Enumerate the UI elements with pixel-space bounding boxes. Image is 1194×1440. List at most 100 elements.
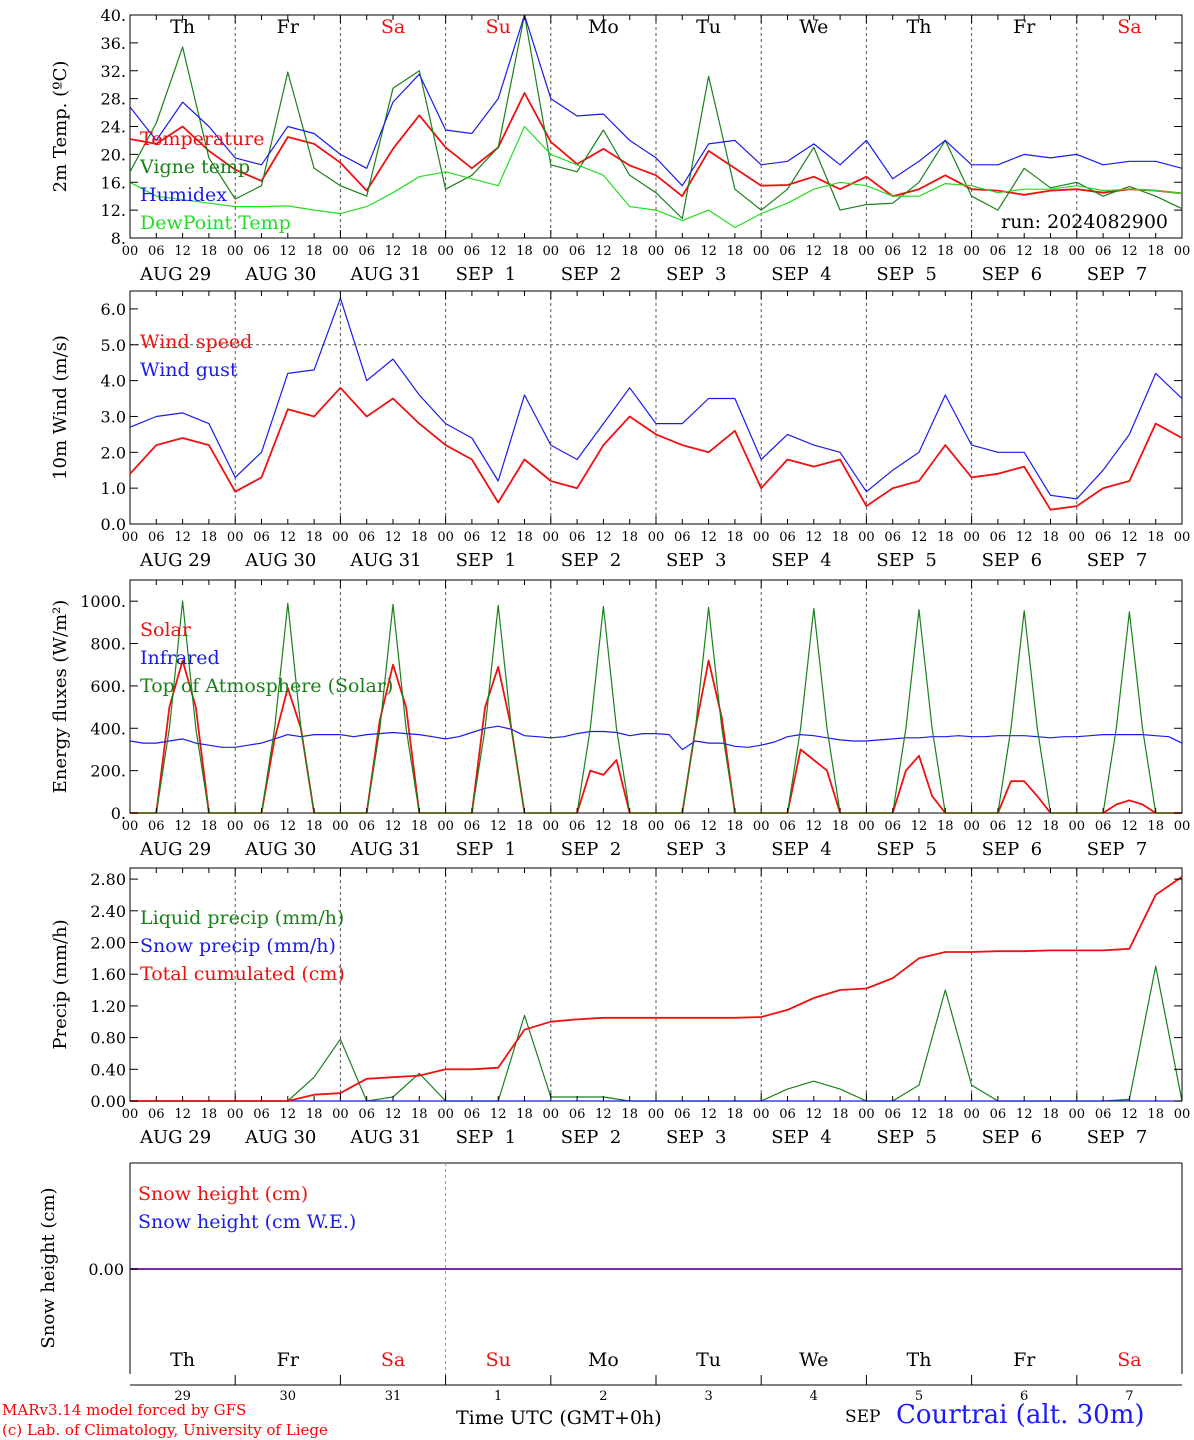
energy-legend-entry: Top of Atmosphere (Solar) <box>140 675 393 697</box>
temp-weekday-label: Su <box>486 16 511 38</box>
precip-y-tick-label: 1.20 <box>90 997 126 1016</box>
wind-date-label: SEP 2 <box>561 550 621 571</box>
energy-x-tick-label: 06 <box>990 819 1007 834</box>
wind-x-tick-label: 00 <box>1069 530 1086 545</box>
wind-x-tick-label: 06 <box>464 530 481 545</box>
temp-weekday-label: Mo <box>588 16 619 38</box>
precip-x-tick-label: 12 <box>700 1107 717 1122</box>
temp-y-axis-label: 2m Temp. (ºC) <box>50 61 71 193</box>
wind-x-tick-label: 12 <box>280 530 297 545</box>
wind-x-tick-label: 06 <box>569 530 586 545</box>
precip-x-tick-label: 00 <box>332 1107 349 1122</box>
snow-day-number: 30 <box>280 1389 297 1404</box>
energy-y-tick-label: 800. <box>90 635 126 654</box>
precip-x-tick-label: 06 <box>358 1107 375 1122</box>
precip-y-axis-label: Precip (mm/h) <box>50 919 71 1049</box>
precip-y-tick-label: 0.80 <box>90 1029 126 1048</box>
temp-legend-entry: Temperature <box>140 128 264 150</box>
wind-x-tick-label: 12 <box>911 530 928 545</box>
wind-x-tick-label: 12 <box>490 530 507 545</box>
precip-x-tick-label: 06 <box>569 1107 586 1122</box>
precip-y-tick-label: 0.40 <box>90 1060 126 1079</box>
temp-x-tick-label: 06 <box>884 244 901 259</box>
energy-x-tick-label: 12 <box>490 819 507 834</box>
temp-x-tick-label: 00 <box>1174 244 1191 259</box>
energy-x-tick-label: 00 <box>648 819 665 834</box>
snow-weekday-label: Fr <box>277 1349 300 1371</box>
precip-x-tick-label: 00 <box>1174 1107 1191 1122</box>
energy-date-label: SEP 1 <box>456 839 516 860</box>
temp-x-tick-label: 12 <box>911 244 928 259</box>
wind-x-tick-label: 12 <box>806 530 823 545</box>
temp-x-tick-label: 06 <box>569 244 586 259</box>
wind-y-tick-label: 0.0 <box>101 515 126 534</box>
temp-x-tick-label: 00 <box>227 244 244 259</box>
precip-x-tick-label: 06 <box>148 1107 165 1122</box>
wind-x-tick-label: 00 <box>227 530 244 545</box>
temp-x-tick-label: 12 <box>595 244 612 259</box>
wind-x-tick-label: 18 <box>306 530 323 545</box>
wind-date-label: SEP 5 <box>876 550 936 571</box>
snow-weekday-label: Th <box>170 1349 195 1371</box>
snow-legend-entry: Snow height (cm W.E.) <box>138 1211 356 1233</box>
temp-x-tick-label: 00 <box>437 244 454 259</box>
temp-weekday-label: We <box>799 16 828 38</box>
energy-x-tick-label: 18 <box>306 819 323 834</box>
snow-weekday-label: Fr <box>1013 1349 1036 1371</box>
wind-x-tick-label: 06 <box>779 530 796 545</box>
wind-series-wind-gust <box>129 297 1183 500</box>
snow-y-axis-label: Snow height (cm) <box>38 1187 59 1348</box>
energy-x-tick-label: 18 <box>621 819 638 834</box>
precip-date-label: SEP 1 <box>456 1127 516 1148</box>
wind-legend-entry: Wind gust <box>140 359 238 381</box>
energy-x-tick-label: 00 <box>543 819 560 834</box>
energy-x-tick-label: 12 <box>280 819 297 834</box>
energy-x-tick-label: 18 <box>937 819 954 834</box>
x-axis-title: Time UTC (GMT+0h) <box>456 1407 662 1429</box>
wind-x-tick-label: 06 <box>990 530 1007 545</box>
wind-x-tick-label: 00 <box>543 530 560 545</box>
wind-date-label: AUG 29 <box>139 550 211 571</box>
temp-weekday-label: Fr <box>1013 16 1036 38</box>
energy-x-tick-label: 12 <box>806 819 823 834</box>
wind-y-tick-label: 4.0 <box>101 372 126 391</box>
energy-x-tick-label: 12 <box>1016 819 1033 834</box>
temp-x-tick-label: 12 <box>1016 244 1033 259</box>
energy-x-tick-label: 00 <box>437 819 454 834</box>
temp-date-label: AUG 31 <box>349 264 421 285</box>
temp-x-tick-label: 12 <box>385 244 402 259</box>
precip-x-tick-label: 18 <box>306 1107 323 1122</box>
temp-y-tick-label: 16. <box>101 173 126 192</box>
temp-series-vigne-temp <box>129 14 1183 220</box>
energy-x-tick-label: 18 <box>1042 819 1059 834</box>
energy-x-tick-label: 12 <box>700 819 717 834</box>
temp-y-tick-label: 20. <box>101 145 126 164</box>
temp-date-label: SEP 6 <box>982 264 1042 285</box>
energy-y-axis-label: Energy fluxes (W/m²) <box>50 600 71 794</box>
precip-date-label: SEP 5 <box>876 1127 936 1148</box>
energy-x-tick-label: 12 <box>595 819 612 834</box>
month-label: SEP <box>845 1407 881 1427</box>
wind-x-tick-label: 18 <box>1042 530 1059 545</box>
temp-y-tick-label: 40. <box>101 6 126 25</box>
temp-x-tick-label: 06 <box>253 244 270 259</box>
temp-weekday-label: Th <box>170 16 195 38</box>
precip-x-tick-label: 12 <box>806 1107 823 1122</box>
snow-weekday-label: Mo <box>588 1349 619 1371</box>
energy-x-tick-label: 00 <box>963 819 980 834</box>
precip-x-tick-label: 12 <box>280 1107 297 1122</box>
precip-date-label: AUG 30 <box>244 1127 316 1148</box>
temp-x-tick-label: 06 <box>358 244 375 259</box>
energy-y-tick-label: 200. <box>90 762 126 781</box>
energy-x-tick-label: 06 <box>674 819 691 834</box>
wind-x-tick-label: 12 <box>700 530 717 545</box>
wind-x-tick-label: 18 <box>621 530 638 545</box>
snow-weekday-label: Su <box>486 1349 511 1371</box>
wind-x-tick-label: 00 <box>332 530 349 545</box>
energy-x-tick-label: 18 <box>201 819 218 834</box>
energy-x-tick-label: 00 <box>122 819 139 834</box>
wind-x-tick-label: 06 <box>1095 530 1112 545</box>
wind-x-tick-label: 18 <box>516 530 533 545</box>
precip-x-tick-label: 06 <box>990 1107 1007 1122</box>
temp-x-tick-label: 12 <box>700 244 717 259</box>
